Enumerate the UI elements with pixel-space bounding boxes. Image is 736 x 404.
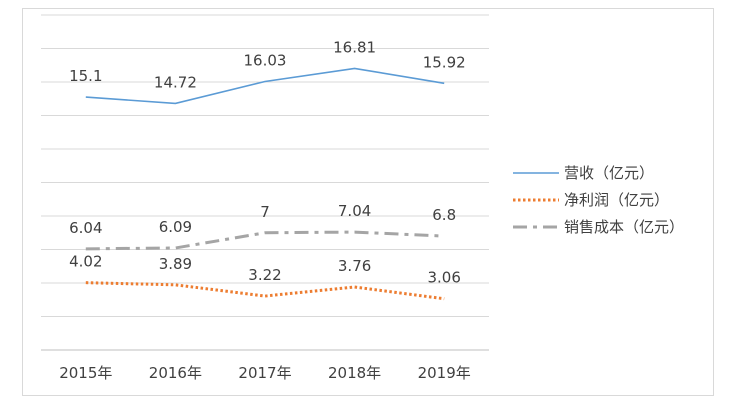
legend-label: 销售成本（亿元） [564,218,684,236]
x-tick-label: 2018年 [328,364,381,382]
x-tick-label: 2019年 [418,364,471,382]
series-lines [85,67,445,301]
data-labels: 15.1 14.72 16.03 16.81 15.92 4.02 3.89 3.22 3.76… [69,38,466,286]
data-label: 15.1 [69,67,102,85]
data-label: 6.09 [159,218,192,236]
data-label: 6.8 [432,206,456,224]
data-label: 3.89 [159,255,192,273]
data-label: 7.04 [338,202,371,220]
data-label: 3.76 [338,257,371,275]
data-label: 4.02 [69,253,102,271]
data-label: 16.03 [244,51,287,69]
data-label: 3.06 [427,269,460,287]
legend-label: 营收（亿元） [564,164,654,182]
data-label: 15.92 [423,53,466,71]
data-label: 3.22 [248,266,281,284]
line-chart: 2015年 2016年 2017年 2018年 2019年 15.1 14.72 16.03… [41,14,684,382]
series-line [85,281,445,301]
data-label: 7 [260,203,270,221]
legend-label: 净利润（亿元） [564,191,669,209]
x-axis-ticks: 2015年 2016年 2017年 2018年 2019年 [59,364,471,382]
legend: 营收（亿元） 净利润（亿元） 销售成本（亿元） [513,164,684,236]
data-label: 14.72 [154,73,197,91]
series-line [85,230,445,251]
data-label: 6.04 [69,219,102,237]
x-tick-label: 2015年 [59,364,112,382]
data-label: 16.81 [333,38,376,56]
x-tick-label: 2017年 [238,364,291,382]
x-tick-label: 2016年 [149,364,202,382]
series-line [85,67,445,105]
chart-frame: 2015年 2016年 2017年 2018年 2019年 15.1 14.72 16.03… [22,8,714,396]
